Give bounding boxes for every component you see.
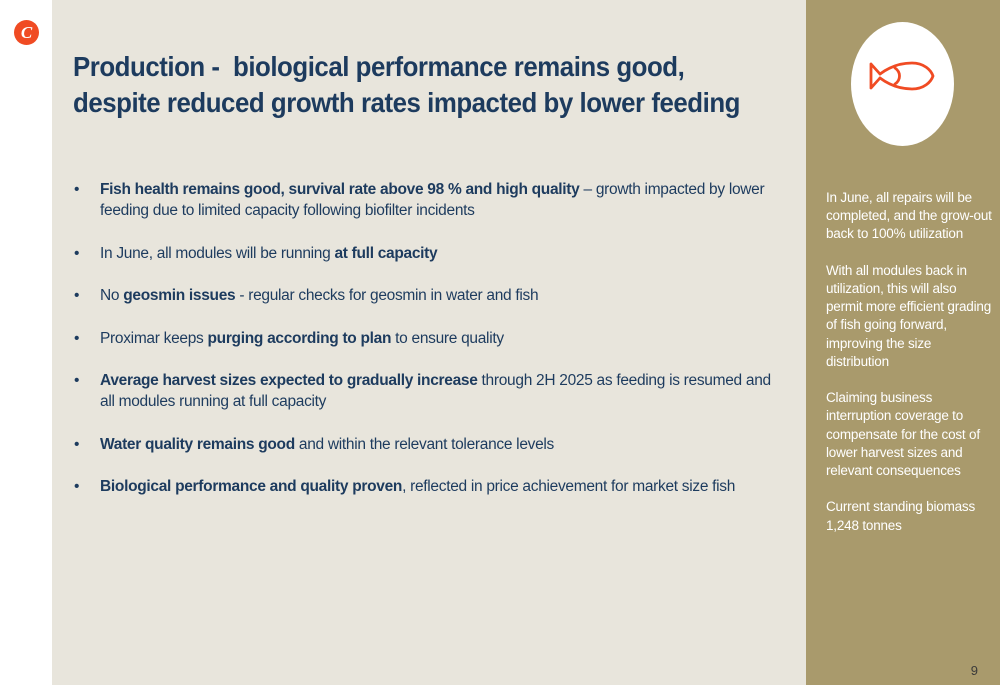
page-number: 9 (970, 663, 978, 678)
bullet-text: , reflected in price achievement for mar… (402, 478, 736, 495)
bullet-item: Proximar keeps purging according to plan… (73, 328, 783, 349)
bullet-item: Biological performance and quality prove… (73, 476, 783, 497)
bullet-item: No geosmin issues - regular checks for g… (73, 285, 783, 306)
bullet-text: to ensure quality (391, 329, 504, 347)
left-margin: C (0, 0, 52, 685)
bullet-text-bold: Average harvest sizes expected to gradua… (100, 372, 478, 389)
sidebar-paragraph: Claiming business interruption coverage … (826, 390, 980, 479)
bullet-item: Average harvest sizes expected to gradua… (73, 370, 783, 412)
sidebar-notes: In June, all repairs will be completed, … (826, 189, 996, 553)
bullet-text: In June, all modules will be running (100, 244, 335, 262)
bullet-text-bold: purging according to plan (207, 329, 392, 347)
bullet-text-bold: Biological performance and quality prove… (100, 478, 403, 495)
sidebar-paragraph: In June, all repairs will be completed, … (826, 190, 992, 242)
bullet-item: Fish health remains good, survival rate … (73, 179, 783, 221)
bullet-text: No (100, 287, 124, 304)
bullet-item: In June, all modules will be running at … (73, 243, 783, 264)
sidebar-paragraph: Current standing biomass 1,248 tonnes (826, 499, 976, 533)
bullet-text-bold: at full capacity (334, 244, 438, 262)
icon-circle (851, 22, 954, 146)
bullet-text-bold: geosmin issues (123, 287, 236, 304)
bullet-text: Proximar keeps (100, 329, 208, 347)
fish-icon (869, 61, 935, 91)
bullet-item: Water quality remains good and within th… (73, 434, 783, 455)
slide-title: Production - biological performance rema… (73, 51, 740, 118)
sidebar-panel: In June, all repairs will be completed, … (806, 0, 1000, 685)
bullet-text: - regular checks for geosmin in water an… (235, 287, 539, 304)
bullet-text-bold: Fish health remains good, survival rate … (100, 181, 580, 198)
bullet-text: – growth impacted by lower feeding due t… (100, 181, 765, 219)
bullet-text-bold: Water quality remains good (100, 435, 295, 453)
bullet-text: through 2H 2025 as feeding is resumed an… (100, 372, 771, 410)
bullet-text: and within the relevant tolerance levels (294, 435, 555, 453)
bullet-list: Fish health remains good, survival rate … (73, 179, 783, 519)
company-logo: C (14, 20, 39, 45)
main-content: Production - biological performance rema… (52, 0, 806, 685)
sidebar-paragraph: With all modules back in utilization, th… (826, 262, 992, 369)
